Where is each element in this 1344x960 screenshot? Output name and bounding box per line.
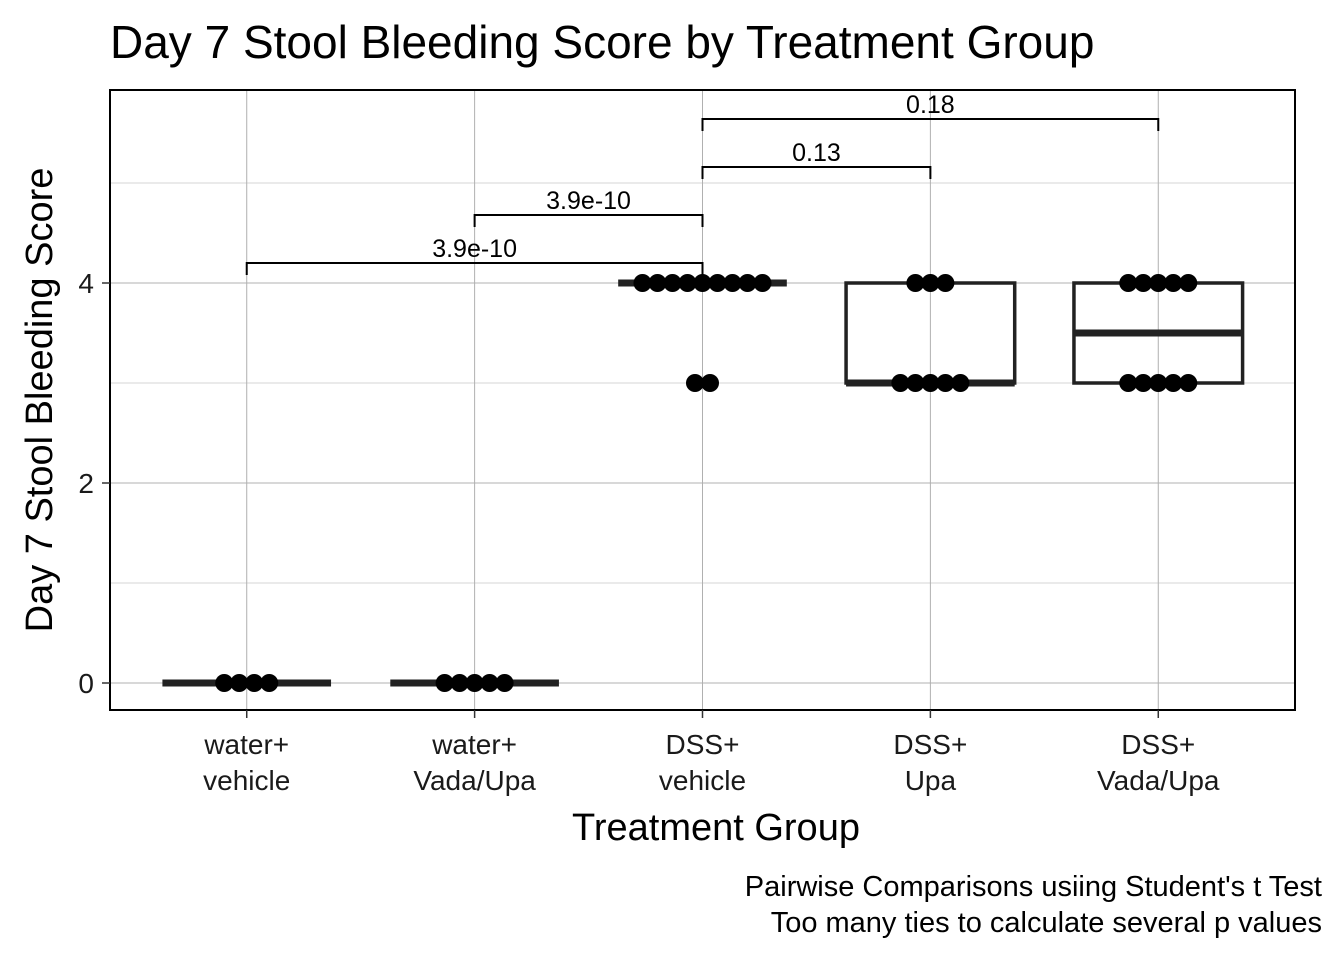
- data-point: [1164, 274, 1183, 292]
- data-point: [230, 674, 249, 692]
- data-point: [480, 674, 499, 692]
- data-point: [936, 374, 955, 392]
- data-point: [686, 374, 704, 392]
- data-point: [738, 274, 757, 292]
- p-value-label: 3.9e-10: [432, 235, 517, 263]
- data-point: [1179, 374, 1198, 392]
- x-tick-label-line2: Upa: [905, 765, 957, 796]
- grid-lines: [110, 90, 1295, 710]
- caption-line-2: Too many ties to calculate several p val…: [771, 907, 1322, 939]
- data-point: [648, 274, 667, 292]
- data-point: [708, 274, 727, 292]
- data-point: [921, 374, 940, 392]
- data-point: [633, 274, 652, 292]
- data-point: [215, 674, 234, 692]
- y-axis: 0 2 4: [78, 268, 110, 699]
- data-point: [906, 374, 925, 392]
- data-point: [693, 274, 712, 292]
- x-axis-title: Treatment Group: [572, 807, 860, 849]
- data-point: [906, 274, 925, 292]
- x-axis: water+ vehicle water+ Vada/Upa DSS+ vehicle DS…: [203, 710, 1220, 796]
- caption-line-1: Pairwise Comparisons usiing Student's t …: [745, 871, 1322, 903]
- y-axis-title: Day 7 Stool Bleeding Score: [19, 168, 61, 633]
- data-point: [723, 274, 742, 292]
- y-tick-label: 4: [78, 268, 94, 299]
- data-point: [1164, 374, 1183, 392]
- comparison-bracket: [701, 166, 932, 179]
- data-point: [663, 274, 682, 292]
- data-point: [495, 674, 514, 692]
- y-tick-label: 2: [78, 468, 94, 499]
- comparison-bracket: [701, 118, 1160, 131]
- data-point: [1134, 274, 1153, 292]
- x-tick-label-line1: DSS+: [1121, 729, 1195, 760]
- data-point: [260, 674, 279, 692]
- x-tick-label-line2: Vada/Upa: [413, 765, 536, 796]
- x-tick-label-line1: DSS+: [666, 729, 740, 760]
- data-point: [435, 674, 454, 692]
- data-point: [450, 674, 469, 692]
- x-tick-label-line2: vehicle: [203, 765, 290, 796]
- data-point: [753, 274, 772, 292]
- x-tick-label-line1: water+: [431, 729, 517, 760]
- y-tick-label: 0: [78, 668, 94, 699]
- data-point: [936, 274, 955, 292]
- x-tick-label-line2: vehicle: [659, 765, 746, 796]
- p-value-label: 0.18: [906, 91, 955, 119]
- data-point: [701, 374, 719, 392]
- p-value-label: 0.13: [792, 139, 841, 167]
- significance-brackets: 3.9e-10 3.9e-10 0.13 0.18: [245, 91, 1160, 275]
- data-point: [245, 674, 264, 692]
- comparison-bracket: [245, 262, 704, 275]
- data-point: [465, 674, 484, 692]
- data-point: [1149, 374, 1168, 392]
- data-point: [1149, 274, 1168, 292]
- chart-title: Day 7 Stool Bleeding Score by Treatment …: [110, 16, 1094, 68]
- p-value-label: 3.9e-10: [546, 187, 631, 215]
- x-tick-label-line2: Vada/Upa: [1097, 765, 1220, 796]
- data-point: [921, 274, 940, 292]
- data-point: [1119, 274, 1138, 292]
- data-points: [215, 274, 1198, 692]
- data-point: [1119, 374, 1138, 392]
- data-point: [1134, 374, 1153, 392]
- data-point: [891, 374, 910, 392]
- x-tick-label-line1: DSS+: [893, 729, 967, 760]
- data-point: [1179, 274, 1198, 292]
- comparison-bracket: [473, 214, 704, 227]
- x-tick-label-line1: water+: [203, 729, 289, 760]
- data-point: [678, 274, 697, 292]
- data-point: [951, 374, 970, 392]
